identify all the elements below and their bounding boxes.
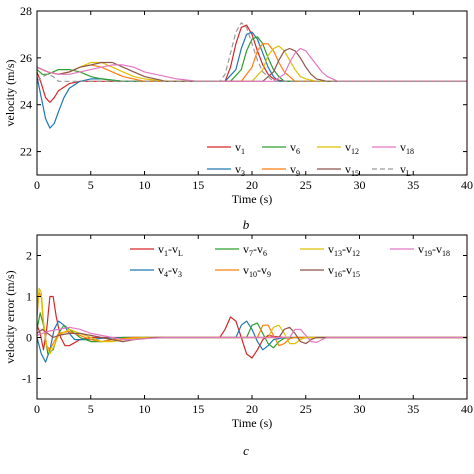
legend-item-v18: v18 bbox=[372, 140, 414, 156]
x-tick-label: 40 bbox=[461, 178, 473, 192]
series-group bbox=[37, 22, 467, 129]
legend-item-v6: v6 bbox=[262, 140, 300, 156]
legend-item-v4-v3: v4-v3 bbox=[130, 263, 182, 279]
x-tick-label: 5 bbox=[88, 178, 94, 192]
y-tick-label: 24 bbox=[20, 98, 32, 112]
series-group bbox=[37, 287, 467, 363]
y-tick-label: 22 bbox=[20, 145, 32, 159]
legend-item-v1: v1 bbox=[207, 140, 245, 156]
legend-label: v19-v18 bbox=[418, 242, 450, 258]
legend-label: v6 bbox=[290, 140, 300, 156]
x-tick-label: 35 bbox=[407, 402, 419, 416]
legend-label: vL bbox=[400, 162, 411, 178]
legend-item-v16-v15: v16-v15 bbox=[300, 263, 360, 279]
x-tick-label: 5 bbox=[88, 402, 94, 416]
x-tick-label: 15 bbox=[192, 402, 204, 416]
legend-item-v7-v6: v7-v6 bbox=[215, 242, 267, 258]
x-tick-label: 30 bbox=[354, 402, 366, 416]
series-line-v18 bbox=[37, 47, 467, 82]
x-tick-label: 0 bbox=[34, 402, 40, 416]
y-tick-label: -1 bbox=[22, 372, 32, 386]
x-axis-title: Time (s) bbox=[232, 192, 273, 206]
plot-frame bbox=[36, 234, 468, 400]
series-line-vL bbox=[37, 22, 467, 82]
x-axis-title: Time (s) bbox=[232, 416, 273, 430]
y-tick-label: 2 bbox=[26, 249, 32, 263]
legend-item-v12: v12 bbox=[317, 140, 359, 156]
x-tick-label: 15 bbox=[192, 178, 204, 192]
series-line-v12 bbox=[37, 45, 467, 82]
legend-item-v9: v9 bbox=[262, 162, 300, 178]
y-axis-title: velocity error (m/s) bbox=[3, 270, 17, 363]
legend-label: v10-v9 bbox=[243, 263, 271, 279]
panel-label: b bbox=[243, 217, 250, 232]
y-tick-label: 0 bbox=[26, 331, 32, 345]
x-tick-label: 30 bbox=[354, 178, 366, 192]
legend-item-v13-v12: v13-v12 bbox=[300, 242, 360, 258]
x-tick-label: 20 bbox=[246, 178, 258, 192]
legend-label: v3 bbox=[235, 162, 245, 178]
legend-label: v15 bbox=[345, 162, 359, 178]
legend-item-v15: v15 bbox=[317, 162, 359, 178]
legend-item-v1-vL: v1-vL bbox=[130, 242, 183, 258]
panel-label: c bbox=[243, 443, 249, 458]
legend: v1 v3 v6 v9 v12 v15 v18 vL bbox=[207, 140, 414, 178]
y-tick-label: 26 bbox=[20, 51, 32, 65]
x-tick-label: 20 bbox=[246, 402, 258, 416]
series-line-v1-vL bbox=[37, 295, 467, 359]
x-tick-label: 35 bbox=[407, 178, 419, 192]
series-line-v3 bbox=[37, 31, 467, 129]
legend-label: v18 bbox=[400, 140, 414, 156]
legend-item-v3: v3 bbox=[207, 162, 245, 178]
series-line-v7-v6 bbox=[37, 312, 467, 355]
series-line-v19-v18 bbox=[37, 326, 467, 343]
legend-item-v10-v9: v10-v9 bbox=[215, 263, 271, 279]
x-tick-label: 25 bbox=[300, 178, 312, 192]
series-line-v15 bbox=[37, 47, 467, 82]
x-tick-label: 25 bbox=[300, 402, 312, 416]
legend-label: v1-vL bbox=[158, 242, 183, 258]
y-axis-title: velocity (m/s) bbox=[3, 60, 17, 127]
legend-label: v12 bbox=[345, 140, 359, 156]
legend-label: v16-v15 bbox=[328, 263, 360, 279]
x-tick-label: 10 bbox=[139, 178, 151, 192]
x-tick-label: 40 bbox=[461, 402, 473, 416]
y-tick-label: 1 bbox=[26, 290, 32, 304]
chart-panel-b: 0 5 10 15 20 25 30 35 40 22 24 26 28 Time (s) velocity… bbox=[3, 4, 473, 232]
x-tick-label: 0 bbox=[34, 178, 40, 192]
legend-item-vL: vL bbox=[372, 162, 411, 178]
legend-label: v4-v3 bbox=[158, 263, 182, 279]
legend-label: v1 bbox=[235, 140, 245, 156]
series-line-v1 bbox=[37, 24, 467, 104]
legend: v1-vL v4-v3 v7-v6 v10-v9 v13-v12 v16-v15 v19-v… bbox=[130, 242, 450, 279]
legend-label: v9 bbox=[290, 162, 300, 178]
y-tick-label: 28 bbox=[20, 4, 32, 18]
legend-label: v13-v12 bbox=[328, 242, 360, 258]
series-line-v13-v12 bbox=[37, 287, 467, 355]
chart-panel-c: 0 5 10 15 20 25 30 35 40 -1 0 1 2 Time (s) velocity er… bbox=[3, 234, 473, 458]
x-tick-label: 10 bbox=[139, 402, 151, 416]
legend-label: v7-v6 bbox=[243, 242, 267, 258]
legend-item-v19-v18: v19-v18 bbox=[390, 242, 450, 258]
